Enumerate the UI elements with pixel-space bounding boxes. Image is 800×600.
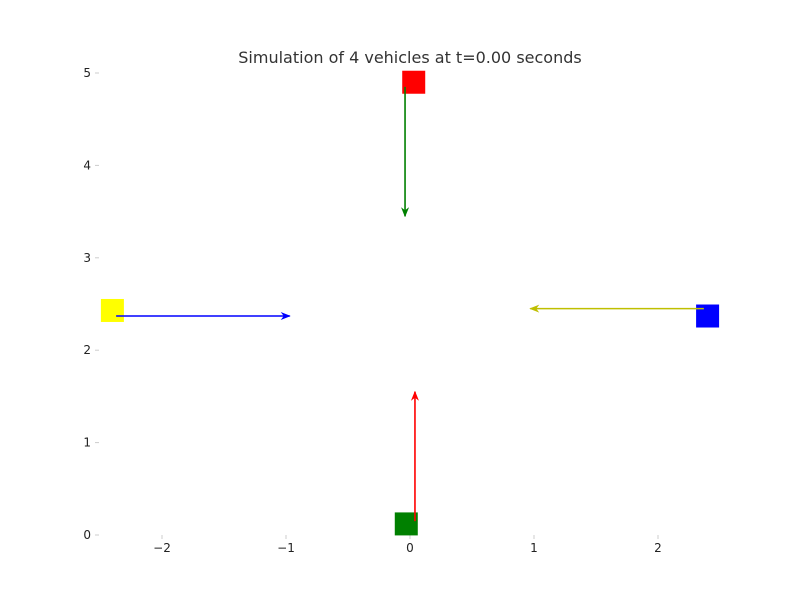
y-tick-label: 2 (83, 343, 91, 357)
x-tick-label: 0 (406, 541, 414, 555)
chart-title: Simulation of 4 vehicles at t=0.00 secon… (238, 48, 581, 67)
vehicles (100, 70, 720, 536)
x-tick-label: 2 (654, 541, 662, 555)
y-tick-label: 1 (83, 436, 91, 450)
x-tick-label: 1 (530, 541, 538, 555)
y-tick-label: 0 (83, 528, 91, 542)
vehicle-marker (394, 512, 418, 536)
vehicle-marker (402, 70, 426, 94)
vehicle-marker (100, 298, 124, 322)
y-tick-label: 3 (83, 251, 91, 265)
vehicle-marker (696, 304, 720, 328)
x-tick-label: −1 (277, 541, 295, 555)
y-tick-label: 4 (83, 158, 91, 172)
y-tick-label: 5 (83, 66, 91, 80)
velocity-arrows (116, 86, 704, 522)
x-tick-label: −2 (153, 541, 171, 555)
axis-ticks: −2 −1 0 1 2 0 1 2 3 4 5 (83, 66, 661, 555)
